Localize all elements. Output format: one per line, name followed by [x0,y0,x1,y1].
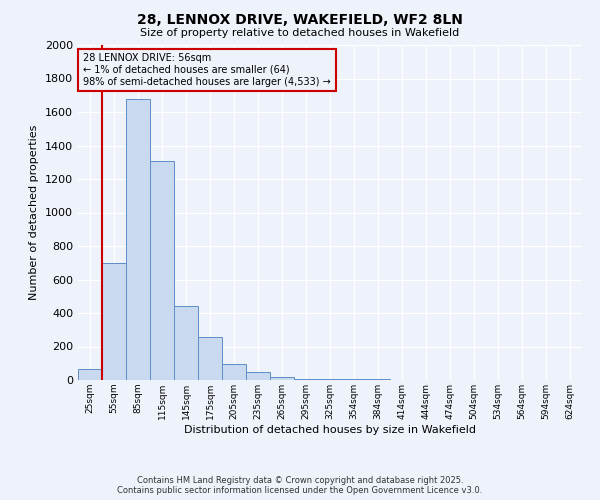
Bar [102,263,126,380]
Bar [150,160,174,380]
Bar [174,306,198,380]
Bar [78,369,102,380]
Y-axis label: Number of detached properties: Number of detached properties [29,125,40,300]
Text: 28 LENNOX DRIVE: 56sqm
← 1% of detached houses are smaller (64)
98% of semi-deta: 28 LENNOX DRIVE: 56sqm ← 1% of detached … [83,54,331,86]
Bar [246,372,270,380]
Bar [294,378,318,380]
Text: Contains HM Land Registry data © Crown copyright and database right 2025.
Contai: Contains HM Land Registry data © Crown c… [118,476,482,495]
Bar [270,376,294,380]
Bar [126,98,150,380]
Text: Size of property relative to detached houses in Wakefield: Size of property relative to detached ho… [140,28,460,38]
Bar [222,364,246,380]
Text: 28, LENNOX DRIVE, WAKEFIELD, WF2 8LN: 28, LENNOX DRIVE, WAKEFIELD, WF2 8LN [137,12,463,26]
Bar [198,338,222,380]
X-axis label: Distribution of detached houses by size in Wakefield: Distribution of detached houses by size … [184,424,476,434]
